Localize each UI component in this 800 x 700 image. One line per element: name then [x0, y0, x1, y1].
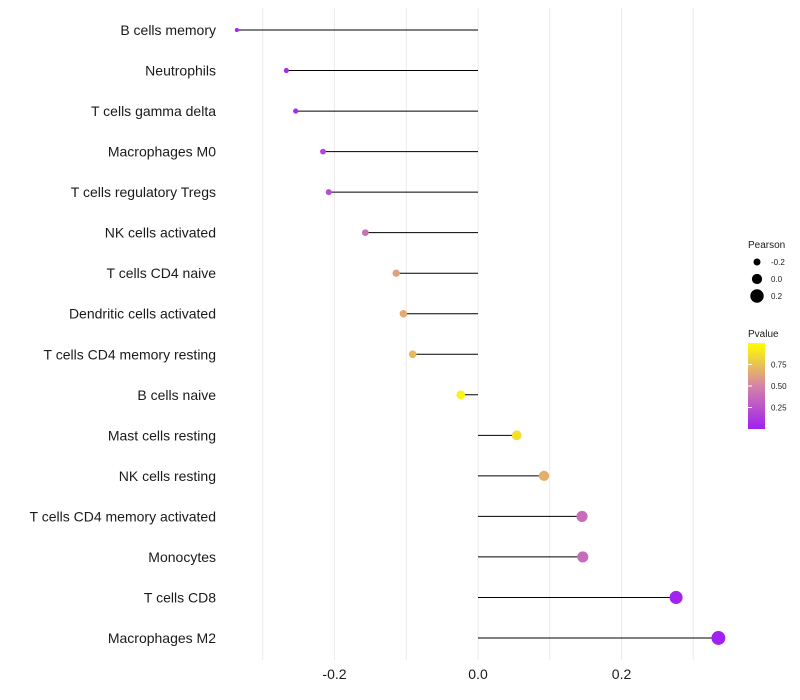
legend-size-items: -0.2 0.0 0.2: [750, 258, 785, 303]
lollipop-point: [234, 27, 239, 33]
category-label: Neutrophils: [145, 63, 216, 79]
category-label: T cells CD4 memory resting: [44, 346, 216, 362]
lollipop-point: [456, 390, 466, 400]
legend-color-title: Pvalue: [748, 329, 779, 340]
category-label: T cells CD4 naive: [107, 265, 217, 281]
lollipop-point: [293, 108, 299, 114]
category-label: B cells memory: [120, 22, 216, 38]
grid-layer: [262, 8, 694, 660]
legend-size-label: 0.0: [771, 275, 783, 284]
lollipop-point: [283, 67, 289, 74]
legend-size-dot: [750, 289, 764, 303]
lollipop-point: [408, 350, 417, 359]
x-tick-label: 0.0: [468, 666, 488, 682]
legend: Pearson -0.2 0.0 0.2 Pvalue 0.75 0.50 0.25: [748, 240, 787, 429]
lollipop-point: [711, 631, 726, 645]
x-tick-label: -0.2: [322, 666, 346, 682]
legend-color-bar: [748, 343, 765, 429]
category-label: Mast cells resting: [108, 427, 216, 443]
category-label: T cells CD4 memory activated: [30, 508, 216, 524]
category-label: Monocytes: [148, 549, 216, 565]
legend-color-label: 0.50: [771, 382, 787, 391]
lollipop-point: [320, 148, 326, 155]
x-axis-ticks: -0.2 0.0 0.2: [322, 666, 631, 682]
lollipop-point: [577, 551, 589, 563]
lollipop-point: [361, 229, 369, 237]
point-layer: [234, 27, 726, 645]
category-label: NK cells activated: [105, 225, 216, 241]
category-label: B cells naive: [137, 387, 216, 403]
lollipop-point: [669, 590, 683, 604]
category-label: T cells CD8: [144, 589, 216, 605]
legend-size-label: 0.2: [771, 292, 783, 301]
legend-size-label: -0.2: [771, 258, 785, 267]
legend-size-title: Pearson: [748, 240, 785, 251]
category-label: Macrophages M2: [108, 630, 216, 646]
category-label: Macrophages M0: [108, 144, 216, 160]
lollipop-point: [538, 470, 550, 482]
lollipop-point: [392, 269, 400, 277]
category-label: Dendritic cells activated: [69, 306, 216, 322]
category-label: NK cells resting: [119, 468, 216, 484]
legend-color-label: 0.25: [771, 404, 787, 413]
legend-size-dot: [753, 258, 761, 266]
lollipop-point: [576, 510, 588, 522]
stem-layer: [236, 29, 719, 639]
legend-color-label: 0.75: [771, 361, 787, 370]
category-label-layer: B cells memory Neutrophils T cells gamma d…: [30, 22, 217, 646]
lollipop-point: [325, 189, 332, 196]
category-label: T cells gamma delta: [91, 103, 216, 119]
legend-color-items: 0.75 0.50 0.25: [748, 361, 787, 413]
category-label: T cells regulatory Tregs: [71, 184, 216, 200]
lollipop-point: [399, 309, 408, 318]
legend-size-dot: [751, 273, 763, 285]
x-tick-label: 0.2: [612, 666, 632, 682]
lollipop-point: [511, 430, 522, 441]
